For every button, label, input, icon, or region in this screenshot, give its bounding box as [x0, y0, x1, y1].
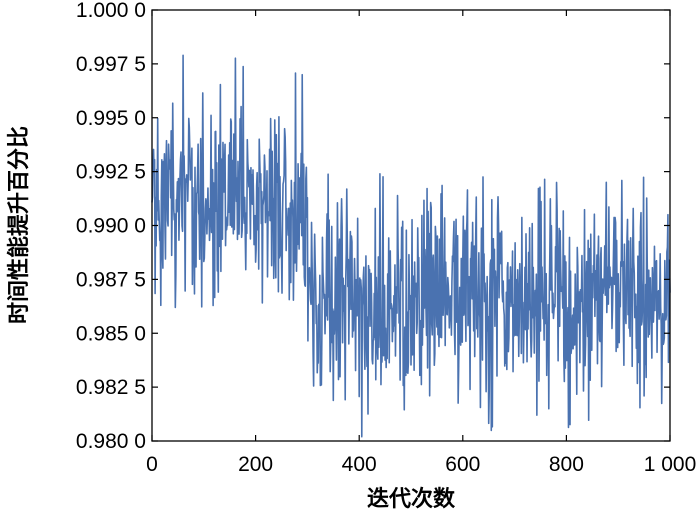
y-tick-label: 0.987 5	[76, 268, 146, 291]
y-tick-label: 0.995 0	[76, 107, 146, 130]
y-tick-label: 0.990 0	[76, 215, 146, 238]
y-tick-label: 0.980 0	[76, 430, 146, 453]
y-axis: 0.980 0 0.982 5 0.985 0 0.987 5 0.990 0 0.992…	[76, 0, 670, 453]
x-tick-label: 800	[549, 453, 584, 476]
x-tick-label: 1 000	[644, 453, 697, 476]
x-tick-label: 200	[238, 453, 273, 476]
y-tick-label: 0.992 5	[76, 161, 146, 184]
x-axis: 0 200 400 600 800 1 000	[146, 10, 696, 476]
x-tick-label: 0	[146, 453, 158, 476]
x-tick-label: 400	[342, 453, 377, 476]
x-tick-label: 600	[445, 453, 480, 476]
y-axis-title: 时间性能提升百分比	[6, 126, 32, 324]
y-tick-label: 1.000 0	[76, 0, 146, 22]
y-tick-label: 0.997 5	[76, 53, 146, 76]
series-line	[151, 54, 671, 438]
plot-area	[151, 54, 671, 438]
y-tick-label: 0.982 5	[76, 376, 146, 399]
x-axis-title: 迭代次数	[367, 486, 456, 512]
y-tick-label: 0.985 0	[76, 322, 146, 345]
